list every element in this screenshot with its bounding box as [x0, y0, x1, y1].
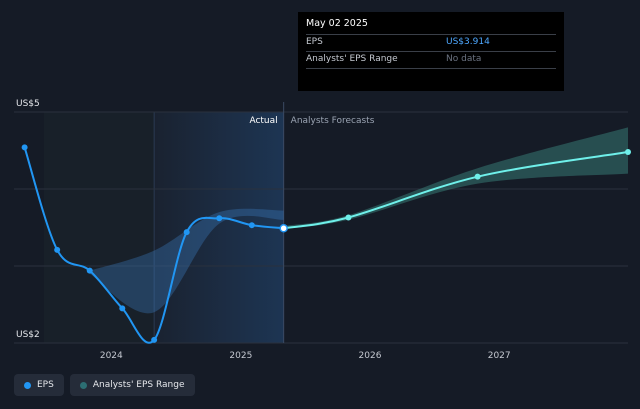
y-tick-label: US$2 — [16, 330, 40, 340]
eps-point — [21, 144, 28, 151]
tooltip-eps-value: US$3.914 — [446, 37, 490, 47]
range-legend-icon — [79, 381, 87, 389]
forecast-range-band — [283, 127, 628, 230]
eps-point — [119, 305, 126, 312]
x-tick-label: 2025 — [229, 351, 252, 361]
eps-point — [54, 246, 61, 253]
eps-point — [151, 336, 158, 343]
tooltip-eps-label: EPS — [306, 37, 323, 47]
eps-legend-icon — [24, 381, 31, 389]
forecast-line — [283, 151, 629, 230]
current-point — [279, 224, 288, 233]
y-tick-label: US$5 — [16, 99, 40, 109]
tooltip-range-label: Analysts' EPS Range — [306, 54, 398, 64]
tooltip-row-range: Analysts' EPS Range No data — [306, 51, 556, 69]
forecast-point — [345, 214, 352, 221]
eps-point — [183, 229, 190, 236]
tooltip-date: May 02 2025 — [306, 18, 368, 29]
tooltip-range-value: No data — [446, 54, 482, 64]
legend-item-eps[interactable]: EPS — [14, 374, 64, 396]
legend-item-range[interactable]: Analysts' EPS Range — [69, 374, 195, 396]
eps-point — [248, 222, 255, 229]
analyst-range-history-band — [89, 208, 284, 314]
forecast-point — [625, 149, 631, 156]
legend: EPS Analysts' EPS Range — [14, 374, 195, 396]
x-tick-label: 2026 — [359, 351, 382, 361]
forecast-point — [474, 173, 481, 180]
tooltip-row-eps: EPS US$3.914 — [306, 34, 556, 51]
legend-label-eps: EPS — [37, 380, 54, 390]
past-shade — [44, 112, 155, 343]
x-tick-label: 2027 — [488, 351, 511, 361]
legend-label-range: Analysts' EPS Range — [92, 380, 185, 390]
actual-label: Actual — [249, 116, 277, 126]
hover-tooltip: May 02 2025 EPS US$3.914 Analysts' EPS R… — [298, 12, 564, 91]
eps-point — [216, 215, 223, 222]
actual-shade — [154, 112, 284, 343]
forecast-label: Analysts Forecasts — [291, 116, 375, 126]
eps-point — [86, 267, 93, 274]
x-tick-label: 2024 — [100, 351, 123, 361]
